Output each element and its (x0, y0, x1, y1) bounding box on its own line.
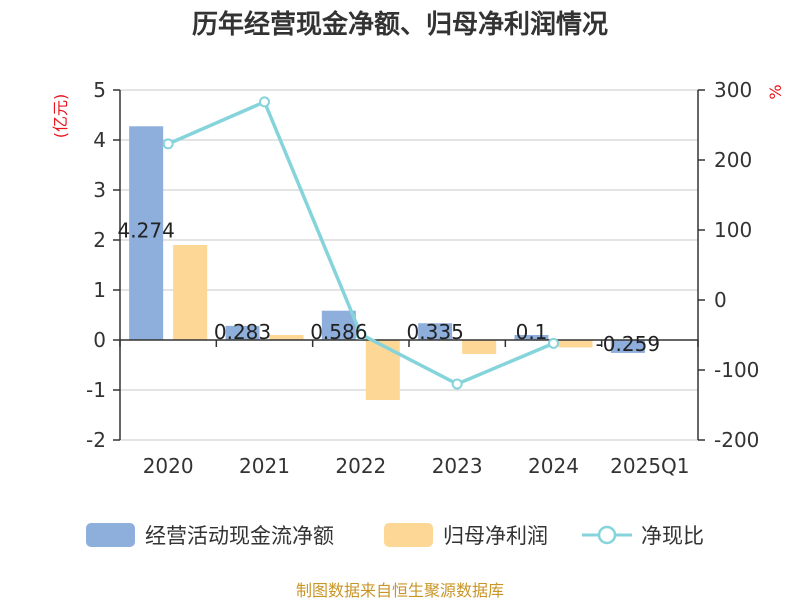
data-label: -0.259 (596, 332, 660, 356)
legend-label: 净现比 (641, 524, 704, 548)
x-tick-label: 2023 (432, 454, 483, 478)
source-note: 制图数据来自恒生聚源数据库 (296, 581, 504, 600)
legend-swatch (384, 523, 433, 547)
bar (129, 126, 164, 340)
ratio-point (451, 378, 463, 390)
left-tick-label: 4 (93, 128, 106, 152)
left-tick-label: 3 (93, 178, 106, 202)
bar (173, 245, 208, 340)
legend-label: 经营活动现金流净额 (145, 524, 334, 548)
data-label: 0.1 (516, 320, 548, 344)
ratio-point (548, 337, 559, 349)
bar (225, 325, 260, 340)
x-tick-label: 2024 (528, 454, 579, 478)
ratio-point (355, 328, 367, 340)
bar (321, 310, 356, 340)
axes: -2 -1 0 1 2 3 4 5 -200 -100 0 100 200 300 2020 2021 2022… (86, 78, 759, 478)
left-tick-label: -2 (86, 428, 106, 452)
x-tick-label: 2022 (335, 454, 386, 478)
data-label: 0.586 (310, 320, 367, 344)
data-label: 0.283 (214, 320, 271, 344)
left-tick-label: 2 (93, 228, 106, 252)
line-series (162, 96, 559, 390)
bar (418, 323, 453, 340)
left-tick-label: -1 (86, 378, 106, 402)
legend-marker (597, 525, 617, 545)
x-tick-label: 2021 (239, 454, 290, 478)
right-axis-unit: % (766, 84, 785, 99)
bar (514, 335, 549, 340)
bars (129, 126, 645, 400)
right-tick-label: 200 (714, 148, 752, 172)
right-tick-label: 0 (714, 288, 727, 312)
bar (365, 340, 400, 400)
bar (269, 335, 304, 340)
data-label: 0.335 (407, 320, 464, 344)
chart-title: 历年经营现金净额、归母净利润情况 (192, 9, 608, 40)
right-tick-label: 100 (714, 218, 752, 242)
legend: 经营活动现金流净额 归母净利润 净现比 (86, 523, 704, 548)
ratio-point (162, 138, 174, 150)
bar (610, 340, 645, 353)
legend-label: 归母净利润 (443, 524, 548, 548)
data-labels: 4.274 0.283 0.586 0.335 0.1 -0.259 (118, 218, 661, 356)
bar (558, 340, 593, 348)
right-tick-label: -100 (714, 358, 759, 382)
x-tick-label: 2025Q1 (610, 454, 689, 478)
left-tick-label: 0 (93, 328, 106, 352)
data-label: 4.274 (118, 218, 175, 242)
right-tick-label: -200 (714, 428, 759, 452)
ratio-point (259, 96, 270, 108)
x-tick-label: 2020 (143, 454, 194, 478)
left-axis-unit: (亿元) (51, 94, 70, 139)
left-tick-label: 5 (93, 78, 106, 102)
left-tick-label: 1 (93, 278, 106, 302)
right-tick-label: 300 (714, 78, 752, 102)
legend-swatch (86, 523, 135, 547)
bar (462, 340, 497, 354)
